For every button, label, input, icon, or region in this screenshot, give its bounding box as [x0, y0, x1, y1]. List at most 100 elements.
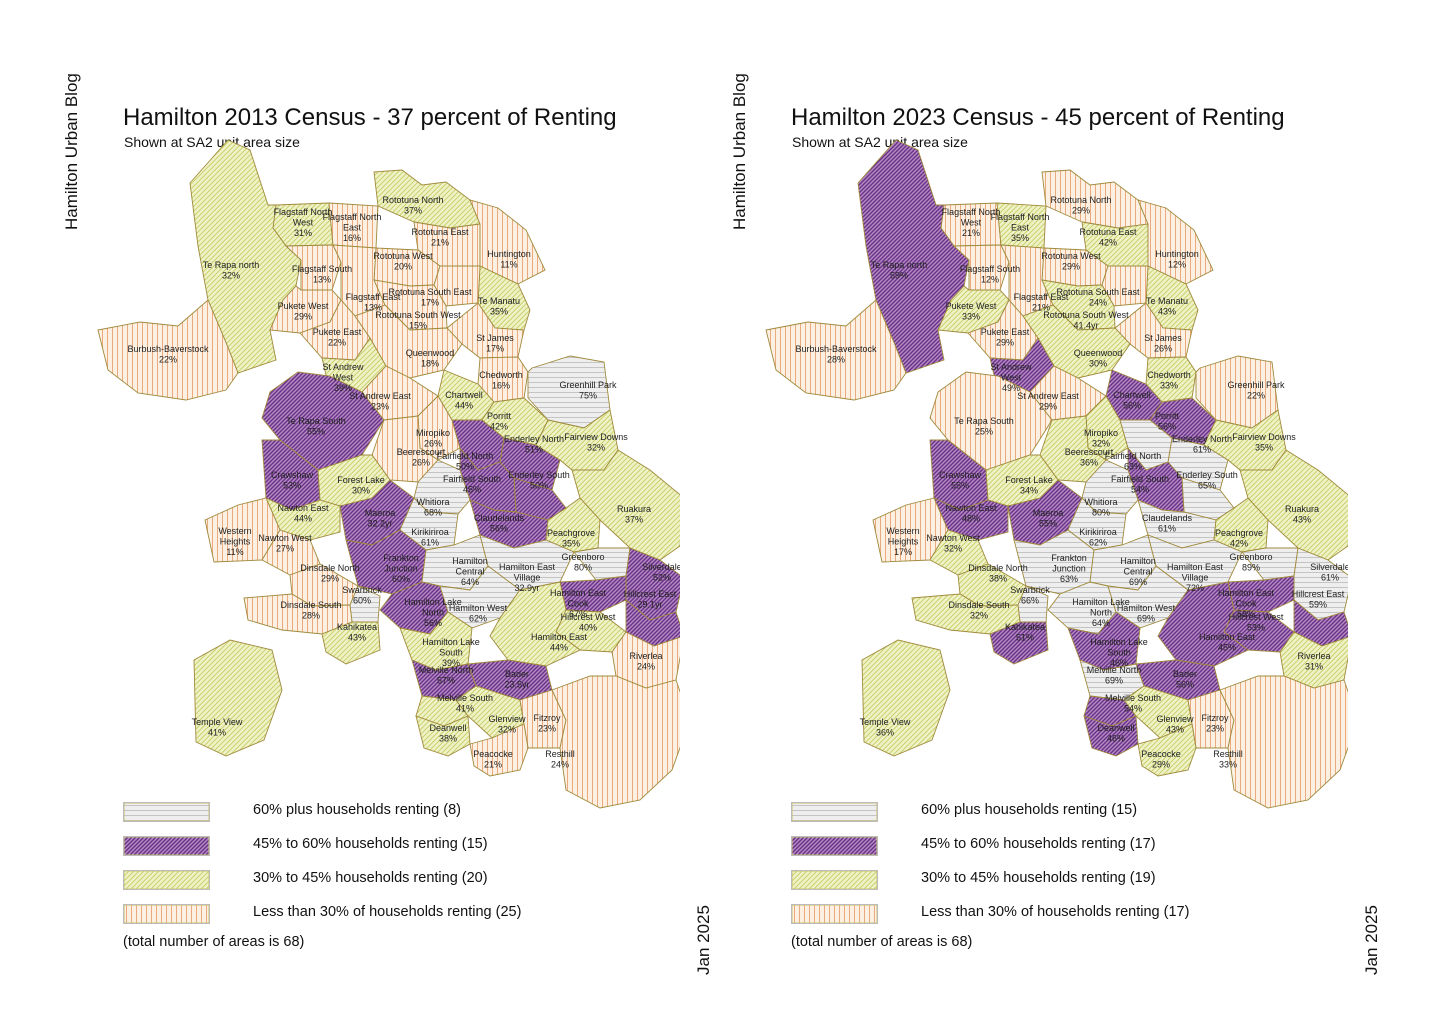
- area-label: Fitzroy 23%: [534, 713, 562, 734]
- legend: 60% plus households renting (8) 45% to 6…: [123, 800, 663, 950]
- area-burbush-baverstock: [765, 299, 907, 401]
- area-label: St Andrew West 39%: [322, 362, 364, 393]
- area-label: Miropiko 32%: [1084, 428, 1118, 449]
- area-label: Claudelands 56%: [474, 513, 525, 534]
- area-label: Te Rapa South 55%: [286, 416, 346, 437]
- area-label: Flagstaff North West 21%: [942, 207, 1001, 238]
- area-label: St James 17%: [476, 333, 514, 354]
- area-label: Nawton West 27%: [258, 533, 312, 554]
- area-st-james: [446, 302, 525, 359]
- area-hamilton-east: [489, 581, 581, 667]
- area-label: Ruakura 43%: [1285, 504, 1319, 525]
- area-label: Peacocke 21%: [473, 749, 513, 770]
- area-label: Hamilton Central 64%: [452, 556, 488, 587]
- area-label: Pukete East 29%: [981, 327, 1030, 348]
- area-label: Melville North 69%: [1087, 665, 1142, 686]
- legend-label: 45% to 60% households renting (15): [253, 836, 488, 852]
- legend-swatch: [791, 836, 878, 856]
- area-resthill: [1137, 723, 1197, 777]
- area-label: Silverdale 61%: [1310, 562, 1348, 583]
- area-label: Hamilton West 62%: [449, 603, 508, 624]
- area-label: Dinsdale South 32%: [948, 600, 1009, 621]
- area-label: Peachgrove 35%: [547, 528, 595, 549]
- legend-label: 45% to 60% households renting (17): [921, 836, 1156, 852]
- area-st-james: [1114, 302, 1193, 359]
- area-label: Flagstaff South 13%: [292, 264, 352, 285]
- area-label: Porritt 42%: [487, 411, 512, 432]
- area-label: Bader 56%: [1173, 669, 1197, 690]
- area-label: Fairfield South 45%: [443, 474, 501, 495]
- area-label: Enderley North 51%: [504, 434, 564, 455]
- area-label: Riverlea 31%: [1297, 651, 1330, 672]
- area-label: Maeroa 32.2yr: [365, 508, 396, 529]
- date-credit: Jan 2025: [1362, 905, 1381, 975]
- area-label: Te Manatu 35%: [478, 296, 520, 317]
- area-label: Crawshaw 53%: [271, 470, 314, 491]
- area-label: Pukete West 29%: [278, 301, 329, 322]
- area-label: St James 26%: [1144, 333, 1182, 354]
- area-label: Whitiora 68%: [416, 497, 449, 518]
- area-label: Frankton Junction 60%: [383, 553, 419, 584]
- choropleth-map: Flagstaff North West 21%Flagstaff North Eas…: [765, 139, 1348, 809]
- area-te-rapa-south: [261, 371, 385, 471]
- area-label: Nawton West 32%: [926, 533, 980, 554]
- area-label: Enderley South 65%: [1176, 470, 1238, 491]
- area-label: Forest Lake 30%: [337, 475, 385, 496]
- area-label: Swarbrick 60%: [342, 585, 382, 606]
- area-label: Enderley South 50%: [508, 470, 570, 491]
- area-label: Rototuna South West 15%: [375, 310, 461, 331]
- legend-item: 45% to 60% households renting (17): [791, 834, 1331, 868]
- area-label: Hillcrest West 40%: [561, 612, 616, 633]
- legend-item: Less than 30% of households renting (17): [791, 902, 1331, 936]
- area-peacocke: [551, 675, 680, 809]
- area-label: Deanwell 46%: [1097, 723, 1134, 744]
- area-rototuna-south-east: [433, 265, 481, 307]
- area-queenwood: [354, 304, 463, 379]
- area-label: Rototuna East 42%: [1079, 227, 1137, 248]
- area-label: Hillcrest West 53%: [1229, 612, 1284, 633]
- area-label: Rototuna South East 17%: [388, 287, 472, 308]
- area-label: Rototuna South East 24%: [1056, 287, 1140, 308]
- area-label: Crawshaw 55%: [939, 470, 982, 491]
- map-subtitle: Shown at SA2 unit area size: [792, 134, 968, 150]
- area-label: Enderley North 61%: [1172, 434, 1232, 455]
- area-label: Rototuna East 21%: [411, 227, 469, 248]
- area-label: Western Heights 17%: [886, 526, 919, 557]
- area-label: Te Rapa South 25%: [954, 416, 1014, 437]
- area-label: Bader 23.5yr: [504, 669, 529, 690]
- map-panel-2023: Hamilton Urban Blog Hamilton 2023 Census…: [668, 0, 1381, 1029]
- area-label: Hamilton Lake South 39%: [422, 637, 480, 668]
- area-label: Nawton East 48%: [945, 503, 997, 524]
- area-label: Fairfield South 54%: [1111, 474, 1169, 495]
- area-label: Chedworth 33%: [1147, 370, 1191, 391]
- area-label: Melville North 57%: [419, 665, 474, 686]
- area-label: Greenhill Park 75%: [559, 380, 617, 401]
- area-label: Hamilton Central 69%: [1120, 556, 1156, 587]
- area-label: Miropiko 26%: [416, 428, 450, 449]
- area-label: Rototuna North 29%: [1050, 195, 1111, 216]
- area-label: Temple View 36%: [860, 717, 911, 738]
- area-label: Temple View 41%: [192, 717, 243, 738]
- legend-label: 60% plus households renting (8): [253, 802, 461, 818]
- legend-swatch: [123, 904, 210, 924]
- area-label: Flagstaff North East 35%: [991, 212, 1050, 243]
- area-label: Dinsdale North 29%: [300, 563, 360, 584]
- area-label: Flagstaff East 13%: [346, 292, 401, 313]
- area-label: Resthill 33%: [1213, 749, 1243, 770]
- area-label: Swarbrick 66%: [1010, 585, 1050, 606]
- legend-swatch: [123, 836, 210, 856]
- area-label: Hamilton East Cook 58%: [1218, 588, 1275, 619]
- area-label: Hamilton East Village 72%: [1167, 562, 1224, 593]
- legend-label: 30% to 45% households renting (19): [921, 870, 1156, 886]
- area-label: Greenhill Park 22%: [1227, 380, 1285, 401]
- area-label: Fitzroy 23%: [1202, 713, 1230, 734]
- area-label: Hamilton East Cook 67%: [550, 588, 607, 619]
- area-label: Rototuna West 29%: [1041, 251, 1101, 272]
- legend-note: (total number of areas is 68): [123, 934, 305, 950]
- area-label: Queenwood 30%: [1074, 348, 1123, 369]
- legend-swatch: [123, 802, 210, 822]
- area-label: Beerescourt 36%: [1065, 447, 1114, 468]
- area-label: Riverlea 24%: [629, 651, 662, 672]
- legend-item: 60% plus households renting (8): [123, 800, 663, 834]
- area-label: Pukete West 33%: [946, 301, 997, 322]
